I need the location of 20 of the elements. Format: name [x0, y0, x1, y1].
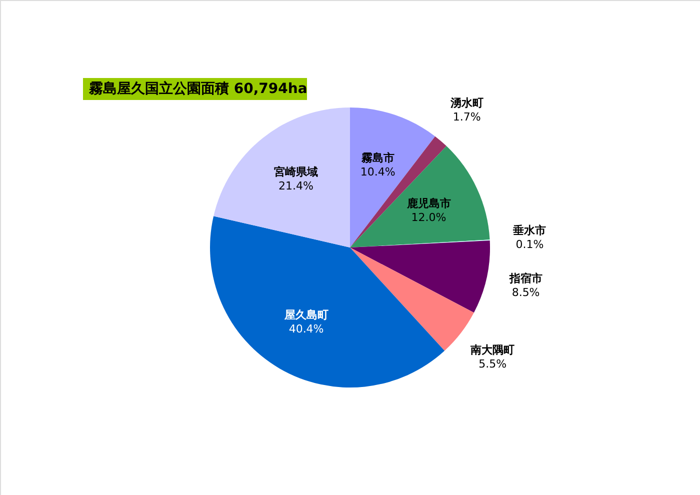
data-label: 1.7%	[452, 110, 481, 124]
data-label: 5.5%	[478, 357, 507, 370]
pie-slice	[214, 108, 350, 248]
slice-label: 屋久島町	[283, 308, 328, 322]
data-label: 0.1%	[516, 238, 544, 251]
data-label: 21.4%	[278, 180, 314, 193]
slice-label: 湧水町	[449, 96, 484, 110]
chart-title: 霧島屋久国立公園面積 60,794ha	[88, 80, 308, 97]
slice-label: 指宿市	[508, 272, 542, 286]
slice-label: 南大隅町	[470, 343, 515, 356]
data-label: 12.0%	[411, 211, 446, 224]
slice-label: 宮崎県域	[274, 166, 318, 179]
data-label: 40.4%	[288, 322, 324, 336]
slice-label: 垂水市	[512, 224, 546, 237]
data-label: 8.5%	[512, 286, 540, 300]
pie-slice	[350, 146, 490, 248]
pie-slice	[350, 240, 490, 313]
data-label: 10.4%	[360, 165, 396, 178]
slice-label: 鹿児島市	[406, 197, 451, 210]
slice-label: 霧島市	[360, 151, 394, 164]
